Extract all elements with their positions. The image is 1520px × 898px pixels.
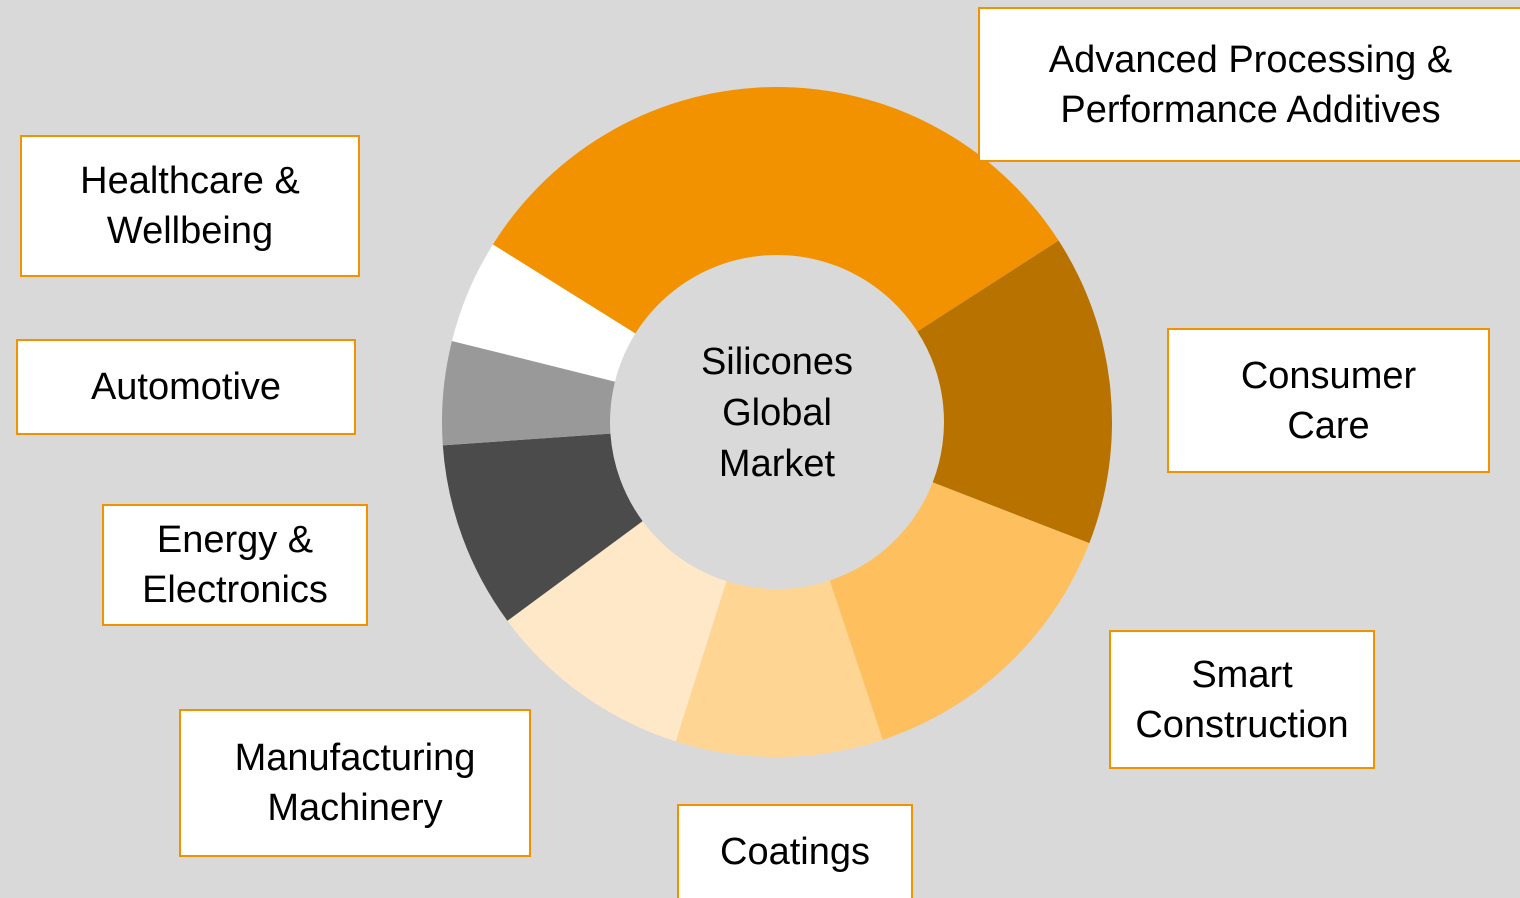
category-label: Healthcare & Wellbeing — [80, 160, 300, 252]
category-label-box: Consumer Care — [1167, 328, 1490, 473]
donut-segment — [442, 433, 643, 621]
category-label: Coatings — [720, 831, 870, 873]
category-label: Automotive — [90, 366, 282, 408]
donut-segment — [507, 521, 727, 742]
category-label-box: Advanced Processing & Performance Additi… — [978, 7, 1520, 162]
category-label-box: Coatings — [677, 804, 913, 898]
category-label-box: Healthcare & Wellbeing — [20, 135, 360, 277]
donut-segment — [675, 580, 883, 757]
category-label: Manufacturing Machinery — [234, 737, 476, 829]
category-label-box: Energy & Electronics — [102, 504, 368, 626]
category-label-box: Smart Construction — [1109, 630, 1375, 769]
donut-segment — [917, 240, 1112, 544]
center-label: Silicones Global Market — [700, 341, 854, 485]
category-label-box: Automotive — [16, 339, 356, 435]
donut-segment — [829, 482, 1090, 740]
category-label: Smart Construction — [1135, 653, 1349, 746]
category-label: Consumer Care — [1240, 354, 1417, 447]
category-label: Advanced Processing & Performance Additi… — [1048, 38, 1453, 131]
donut-segment — [441, 340, 615, 446]
category-label: Energy & Electronics — [142, 519, 328, 611]
category-label-box: Manufacturing Machinery — [179, 709, 531, 857]
donut-segment — [451, 244, 636, 382]
donut-segment — [492, 86, 1059, 334]
